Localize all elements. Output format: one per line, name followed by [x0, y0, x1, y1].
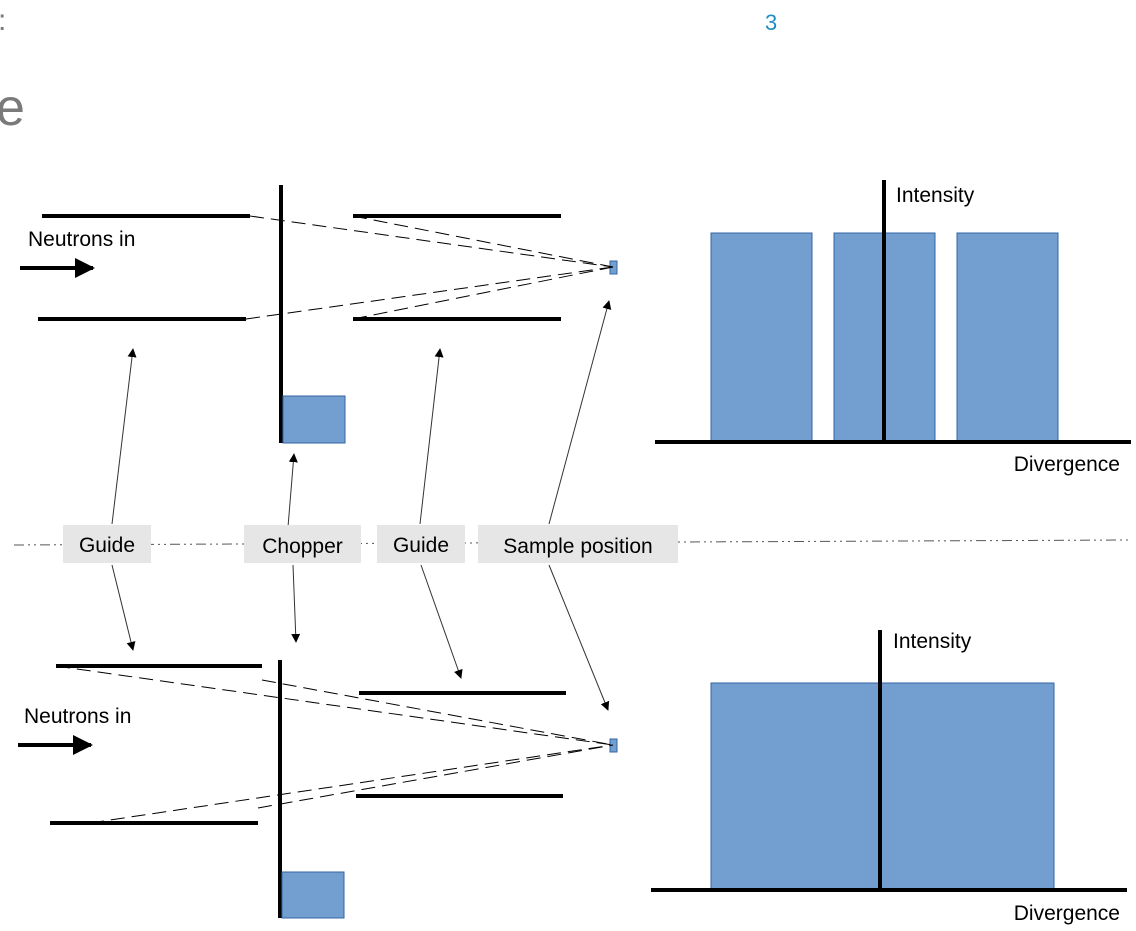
page-number: 3 — [765, 10, 777, 35]
chopper-block — [282, 395, 346, 444]
label-guide-2-text: Guide — [393, 534, 449, 557]
header-left-fragment: : — [0, 4, 6, 37]
label-sample-position: Sample position — [478, 525, 678, 563]
label-guide-1: Guide — [63, 525, 151, 563]
annotation-arrows — [111, 300, 612, 711]
label-guide-2: Guide — [377, 525, 465, 563]
divergence-axis-label: Divergence — [1014, 453, 1120, 476]
label-chopper: Chopper — [244, 525, 361, 563]
separator-line — [13, 539, 1129, 546]
divergence-bar — [710, 232, 813, 443]
divergence-bar — [956, 232, 1059, 443]
intensity-axis-label: Intensity — [896, 184, 975, 207]
neutron-paths — [245, 215, 614, 320]
divergence-axis-label: Divergence — [1014, 902, 1120, 925]
neutrons-in-label: Neutrons in — [28, 228, 135, 251]
neutron-paths — [55, 665, 614, 824]
label-sample-position-text: Sample position — [503, 535, 652, 558]
chopper-block — [281, 871, 345, 919]
label-guide-1-text: Guide — [79, 534, 135, 557]
plot-top: Intensity Divergence — [655, 180, 1131, 476]
divergence-bar — [710, 682, 1055, 891]
intensity-axis-label: Intensity — [893, 630, 972, 653]
label-chopper-text: Chopper — [262, 535, 343, 558]
plot-bottom: Intensity Divergence — [651, 630, 1127, 925]
page-title-fragment: e — [0, 79, 25, 137]
bottom-configuration: Neutrons in — [18, 660, 618, 919]
top-configuration: Neutrons in — [20, 185, 618, 444]
neutrons-in-label: Neutrons in — [24, 705, 131, 728]
